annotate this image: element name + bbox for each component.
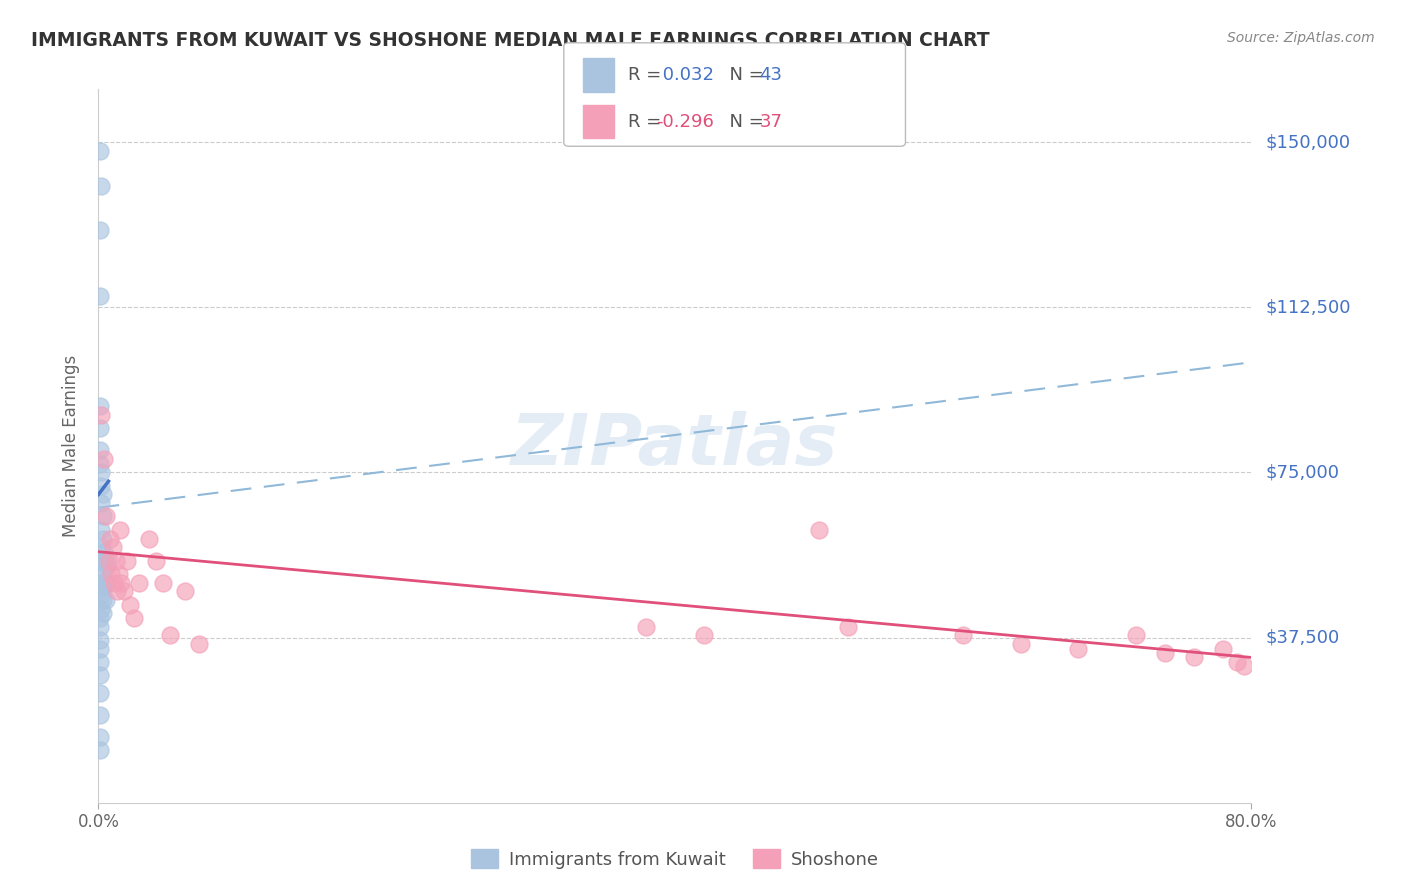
Text: -0.296: -0.296: [657, 112, 714, 130]
Point: [128, 575, 150, 590]
Point: [91, 509, 114, 524]
Point: [90, 575, 112, 590]
Point: [93, 452, 115, 467]
Point: [90, 478, 112, 492]
Text: ZIPatlas: ZIPatlas: [512, 411, 838, 481]
Point: [89, 655, 111, 669]
Point: [93, 545, 115, 559]
Point: [1182, 650, 1205, 665]
Text: 0.032: 0.032: [657, 66, 714, 84]
Point: [89, 641, 111, 656]
Point: [693, 628, 716, 642]
Point: [90, 553, 112, 567]
Point: [97, 553, 120, 567]
Text: IMMIGRANTS FROM KUWAIT VS SHOSHONE MEDIAN MALE EARNINGS CORRELATION CHART: IMMIGRANTS FROM KUWAIT VS SHOSHONE MEDIA…: [31, 31, 990, 50]
Point: [120, 598, 142, 612]
Point: [89, 421, 111, 435]
Point: [90, 523, 112, 537]
Point: [94, 553, 117, 567]
Point: [91, 575, 114, 590]
Point: [1125, 628, 1147, 642]
Text: Source: ZipAtlas.com: Source: ZipAtlas.com: [1227, 31, 1375, 45]
Text: 37: 37: [759, 112, 782, 130]
Point: [112, 584, 135, 599]
Point: [89, 730, 111, 744]
Point: [96, 558, 118, 572]
Point: [145, 553, 167, 567]
Point: [188, 637, 211, 651]
Point: [89, 223, 111, 237]
Point: [808, 523, 831, 537]
Point: [1226, 655, 1249, 669]
Point: [90, 602, 112, 616]
Point: [104, 553, 127, 567]
Point: [89, 611, 111, 625]
Point: [90, 408, 112, 422]
Text: $37,500: $37,500: [1265, 629, 1340, 647]
Point: [89, 707, 111, 722]
Point: [110, 575, 132, 590]
Point: [174, 584, 197, 599]
Point: [94, 593, 117, 607]
Point: [89, 668, 111, 682]
Point: [101, 541, 124, 555]
Point: [89, 144, 111, 158]
Point: [952, 628, 974, 642]
Text: 43: 43: [759, 66, 782, 84]
Point: [89, 686, 111, 700]
Text: $150,000: $150,000: [1265, 133, 1350, 151]
Point: [89, 619, 111, 633]
Point: [91, 607, 114, 621]
Point: [117, 553, 139, 567]
Point: [89, 743, 111, 757]
Point: [90, 496, 112, 510]
Point: [103, 575, 125, 590]
Point: [90, 541, 112, 555]
Text: N =: N =: [718, 112, 770, 130]
Point: [837, 619, 859, 633]
Point: [89, 457, 111, 471]
Point: [90, 466, 112, 480]
Point: [89, 632, 111, 647]
Legend: Immigrants from Kuwait, Shoshone: Immigrants from Kuwait, Shoshone: [464, 842, 886, 876]
Text: R =: R =: [628, 66, 668, 84]
Point: [89, 443, 111, 458]
Point: [91, 553, 114, 567]
Point: [1154, 646, 1177, 660]
Point: [94, 509, 117, 524]
Point: [636, 619, 658, 633]
Point: [96, 575, 118, 590]
Point: [90, 566, 112, 581]
Point: [90, 589, 112, 603]
Point: [1233, 659, 1256, 673]
Point: [90, 179, 112, 194]
Point: [1212, 641, 1234, 656]
Point: [91, 532, 114, 546]
Point: [100, 566, 122, 581]
Point: [91, 593, 114, 607]
Point: [91, 487, 114, 501]
Point: [98, 532, 121, 546]
Point: [93, 562, 115, 576]
Point: [159, 628, 181, 642]
Point: [94, 575, 117, 590]
Point: [108, 523, 131, 537]
Text: N =: N =: [718, 66, 770, 84]
Point: [1010, 637, 1032, 651]
Point: [105, 584, 128, 599]
Point: [93, 580, 115, 594]
Y-axis label: Median Male Earnings: Median Male Earnings: [62, 355, 80, 537]
Point: [152, 575, 174, 590]
Text: R =: R =: [628, 112, 668, 130]
Point: [1067, 641, 1090, 656]
Point: [89, 400, 111, 414]
Text: $75,000: $75,000: [1265, 464, 1340, 482]
Text: $112,500: $112,500: [1265, 298, 1351, 317]
Point: [89, 289, 111, 303]
Point: [124, 611, 146, 625]
Point: [107, 566, 129, 581]
Point: [138, 532, 160, 546]
